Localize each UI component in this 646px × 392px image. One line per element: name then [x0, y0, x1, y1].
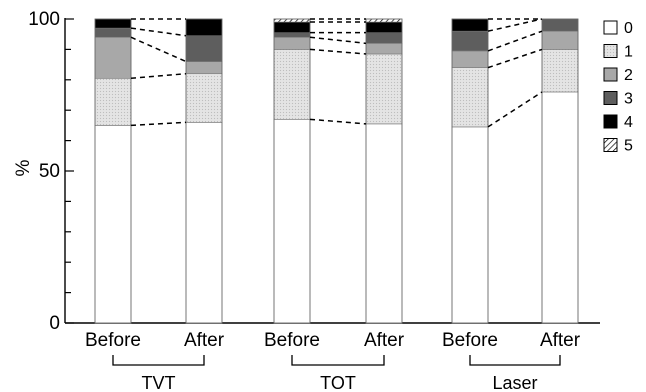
- bar-segment-3: [451, 30, 489, 52]
- bars: [94, 18, 579, 324]
- connector-line: [309, 36, 367, 45]
- bar-segment-3: [365, 32, 403, 44]
- legend: 0 1 2 3 4 5: [603, 20, 633, 155]
- bar-segment-1: [185, 73, 223, 123]
- group-bracket: [469, 355, 561, 366]
- connector-line: [130, 27, 187, 37]
- bar-segment-5: [273, 18, 311, 23]
- legend-swatch-3: [603, 91, 618, 105]
- y-tick-label: 100: [28, 9, 60, 30]
- group-label: TOT: [320, 373, 356, 392]
- bar-segment-3: [185, 35, 223, 62]
- x-tick-label: Before: [442, 330, 498, 351]
- bar-segment-4: [273, 21, 311, 33]
- bar-segment-5: [365, 18, 403, 23]
- legend-label: 0: [624, 20, 633, 37]
- bar-segment-2: [365, 43, 403, 55]
- legend-swatch-5: [603, 138, 618, 152]
- bar-segment-3: [541, 18, 579, 32]
- bar-outline: [451, 18, 489, 324]
- connector-line: [130, 36, 187, 63]
- bar-segment-2: [273, 36, 311, 50]
- x-tick-label: Before: [264, 330, 320, 351]
- connector-line: [487, 30, 543, 52]
- legend-swatch-2: [603, 67, 618, 82]
- connector-line: [487, 91, 543, 128]
- bar-segment-1: [94, 77, 132, 126]
- legend-label: 1: [624, 44, 633, 61]
- bar-segment-3: [273, 32, 311, 38]
- legend-label: 4: [624, 114, 633, 131]
- bar-segment-4: [94, 18, 132, 29]
- bar-outline: [365, 18, 403, 324]
- legend-swatch-0: [603, 20, 618, 35]
- bar-segment-4: [185, 18, 223, 37]
- legend-swatch-4: [603, 114, 618, 129]
- bar-segment-4: [451, 18, 489, 32]
- bar-segment-1: [365, 53, 403, 125]
- bar-segment-1: [541, 49, 579, 93]
- group-bracket: [112, 355, 205, 366]
- legend-label: 2: [624, 67, 633, 84]
- legend-label: 5: [624, 138, 633, 155]
- bar-outline: [541, 18, 579, 324]
- group-bracket: [291, 355, 385, 366]
- connector-line: [130, 121, 187, 127]
- bar-segment-0: [541, 91, 579, 324]
- bar-segment-2: [94, 36, 132, 79]
- legend-label: 3: [624, 91, 633, 108]
- connector-line: [487, 48, 543, 69]
- bar-segment-4: [365, 21, 403, 33]
- bar-segment-2: [541, 30, 579, 50]
- bar-segment-2: [185, 61, 223, 75]
- bar-segment-2: [451, 50, 489, 68]
- bar-segment-1: [451, 67, 489, 128]
- y-tick-label: 0: [49, 313, 60, 334]
- connector-line: [309, 48, 367, 55]
- y-axis-label: %: [13, 159, 34, 176]
- x-tick-label: After: [540, 330, 581, 351]
- connector-line: [487, 18, 543, 32]
- connector-line: [309, 118, 367, 125]
- group-label: Laser: [492, 373, 537, 392]
- bar-segment-0: [365, 123, 403, 324]
- bar-segment-0: [451, 126, 489, 324]
- bar-segment-0: [273, 119, 311, 324]
- x-tick-label: After: [364, 330, 405, 351]
- bar-segment-0: [94, 125, 132, 324]
- bar-outline: [273, 18, 311, 324]
- y-tick-label: 50: [39, 161, 60, 182]
- group-label: TVT: [142, 373, 176, 392]
- bar-segment-1: [273, 49, 311, 120]
- bar-segment-0: [185, 122, 223, 324]
- bar-segment-3: [94, 27, 132, 38]
- connectors: [130, 18, 543, 128]
- connector-line: [130, 72, 187, 80]
- bar-outline: [185, 18, 223, 324]
- axes: 0 50 100%: [13, 9, 600, 334]
- legend-swatch-1: [603, 44, 618, 58]
- labels: Before After Before After Before After TVT TOT L…: [85, 330, 581, 392]
- x-tick-label: Before: [85, 330, 141, 351]
- bar-outline: [94, 18, 132, 324]
- x-tick-label: After: [184, 330, 225, 351]
